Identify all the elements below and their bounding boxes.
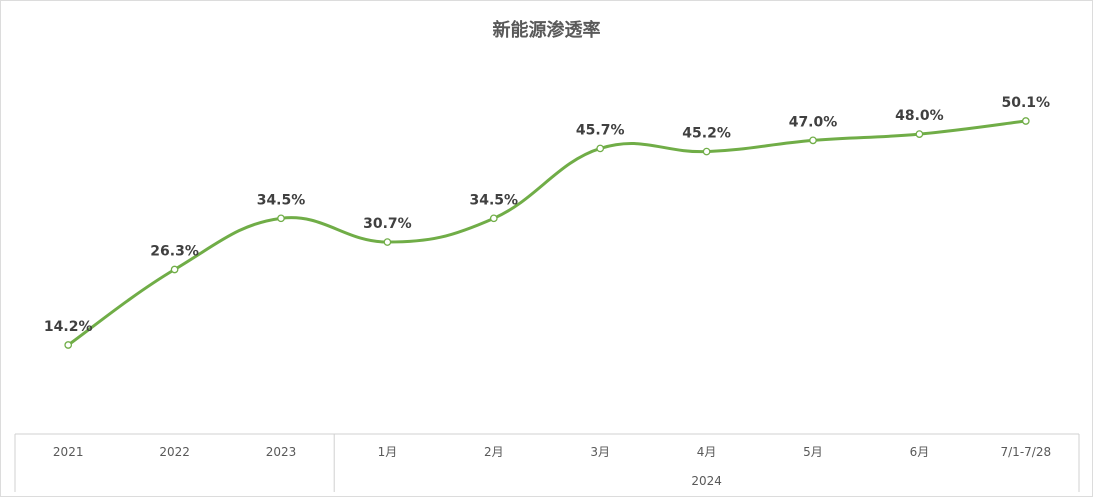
x-tick-label: 2022	[159, 445, 190, 459]
x-tick-label: 4月	[697, 445, 717, 459]
data-label: 50.1%	[1002, 95, 1051, 111]
series-line	[67, 119, 1026, 347]
data-point	[702, 147, 711, 156]
data-label: 14.2%	[44, 319, 93, 335]
data-label: 26.3%	[150, 244, 199, 260]
data-point	[64, 341, 73, 349]
data-label: 47.0%	[789, 114, 838, 130]
x-tick-label: 2021	[53, 445, 84, 459]
x-tick-label: 3月	[590, 445, 610, 459]
data-point	[809, 136, 817, 145]
data-point	[277, 214, 285, 223]
data-point	[915, 130, 924, 138]
data-label: 34.5%	[257, 192, 306, 208]
x-tick-label: 7/1-7/28	[1001, 445, 1052, 459]
data-label: 30.7%	[363, 216, 412, 232]
x-tick-label: 2023	[266, 445, 297, 459]
x-tick-label: 6月	[910, 445, 930, 459]
data-point	[383, 238, 392, 246]
x-tick-label: 2月	[484, 445, 504, 459]
x-tick-label: 1月	[378, 445, 398, 459]
data-label: 45.2%	[682, 126, 731, 142]
data-point	[489, 214, 498, 223]
chart-title: 新能源渗透率	[492, 20, 601, 41]
data-label: 48.0%	[895, 108, 944, 124]
data-label: 34.5%	[470, 192, 519, 208]
data-point	[170, 265, 179, 274]
data-label: 45.7%	[576, 122, 625, 138]
data-point	[596, 144, 605, 153]
x-group-label: 2024	[691, 474, 722, 488]
data-point	[1021, 117, 1030, 125]
x-tick-label: 5月	[803, 445, 823, 459]
